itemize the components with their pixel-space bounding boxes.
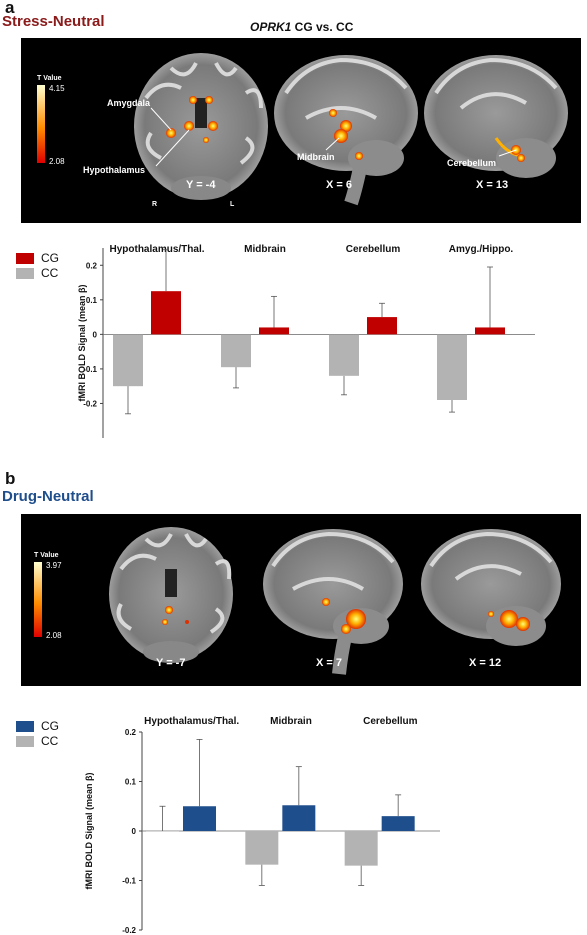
y-tick-label: -0.1 bbox=[83, 365, 97, 374]
chart-a-legend-cg: CG bbox=[16, 251, 59, 265]
y-tick-label: 0.1 bbox=[125, 778, 137, 787]
bar-cc bbox=[245, 831, 279, 865]
colorbar-min: 2.08 bbox=[46, 631, 62, 640]
panel-a-brain-svg: T Value 4.15 2.08 bbox=[37, 53, 568, 208]
coronal-slice-1 bbox=[109, 527, 233, 663]
chart-b: 0.2 0.1 0 -0.1 -0.2 fMRI BOLD Signal (mean β)… bbox=[84, 716, 440, 935]
colorbar-max: 4.15 bbox=[49, 84, 65, 93]
panel-b-letter: b bbox=[5, 469, 16, 488]
bar-cg bbox=[183, 806, 216, 831]
category-label: Hypothalamus/Thal. bbox=[144, 716, 239, 727]
y-tick-label: 0.2 bbox=[125, 728, 137, 737]
bar-cc bbox=[437, 334, 467, 400]
bar-cg bbox=[282, 805, 316, 831]
chart-b-legend-cg-label: CG bbox=[41, 719, 59, 733]
category-label: Midbrain bbox=[244, 244, 286, 255]
annotation-midbrain: Midbrain bbox=[297, 152, 335, 162]
sagittal-slice-2 bbox=[424, 55, 568, 178]
slice-label-2: X = 7 bbox=[316, 657, 342, 669]
annotation-hypothalamus: Hypothalamus bbox=[83, 165, 145, 175]
y-tick-label: -0.2 bbox=[122, 926, 136, 935]
y-tick-label: 0 bbox=[93, 330, 98, 339]
y-tick-label: -0.1 bbox=[122, 877, 136, 886]
category-label: Hypothalamus/Thal. bbox=[109, 244, 204, 255]
bar-cg bbox=[381, 816, 415, 831]
colorbar-max: 3.97 bbox=[46, 561, 62, 570]
bar-cc bbox=[329, 334, 359, 376]
sagittal-slice-2 bbox=[421, 529, 561, 646]
panel-b-condition-title: Drug-Neutral bbox=[2, 488, 94, 505]
sagittal-slice-1 bbox=[263, 529, 403, 675]
bar-cc bbox=[344, 831, 378, 866]
chart-b-legend-cc-swatch bbox=[16, 735, 34, 747]
slice-label-3: X = 12 bbox=[469, 657, 501, 669]
colorbar bbox=[34, 562, 42, 637]
y-tick-label: 0.1 bbox=[86, 296, 98, 305]
bar-cc bbox=[221, 334, 251, 368]
slice-label-1: Y = -4 bbox=[186, 179, 216, 191]
panel-b-brain-svg: T Value 3.97 2.08 bbox=[34, 527, 561, 675]
chart-b-legend-cc-label: CC bbox=[41, 734, 59, 748]
coronal-slice-1 bbox=[134, 53, 268, 200]
colorbar bbox=[37, 85, 45, 163]
bar-cg bbox=[259, 327, 289, 335]
panel-b-brain-images: T Value 3.97 2.08 bbox=[21, 514, 581, 686]
colorbar-min: 2.08 bbox=[49, 157, 65, 166]
colorbar-title: T Value bbox=[34, 552, 59, 559]
bar-cg bbox=[151, 291, 181, 335]
category-label: Cerebellum bbox=[363, 716, 418, 727]
contrast-groups: CG vs. CC bbox=[291, 20, 354, 34]
y-tick-label: 0 bbox=[132, 827, 137, 836]
category-label: Midbrain bbox=[270, 716, 312, 727]
chart-b-legend-cg: CG bbox=[16, 719, 59, 733]
colorbar-title: T Value bbox=[37, 75, 62, 82]
slice-label-2: X = 6 bbox=[326, 179, 352, 191]
panel-a-condition-title: Stress-Neutral bbox=[2, 13, 105, 30]
annotation-amygdala: Amygdala bbox=[107, 98, 151, 108]
chart-b-legend-cc: CC bbox=[16, 734, 58, 748]
bar-cg bbox=[475, 327, 505, 335]
y-axis-label: fMRI BOLD Signal (mean β) bbox=[84, 773, 94, 890]
orientation-left: L bbox=[230, 201, 235, 208]
y-axis-label: fMRI BOLD Signal (mean β) bbox=[77, 285, 87, 402]
chart-a-legend-cg-swatch bbox=[16, 252, 34, 264]
y-tick-label: -0.2 bbox=[83, 399, 97, 408]
annotation-cerebellum: Cerebellum bbox=[447, 158, 496, 168]
chart-b-legend-cg-swatch bbox=[16, 720, 34, 732]
panel-a-letter: a bbox=[5, 0, 15, 17]
panel-a-contrast-title: OPRK1 CG vs. CC bbox=[250, 20, 353, 34]
y-tick-label: 0.2 bbox=[86, 261, 98, 270]
chart-a-legend-cg-label: CG bbox=[41, 251, 59, 265]
slice-label-1: Y = -7 bbox=[156, 657, 185, 669]
chart-a-legend-cc-swatch bbox=[16, 267, 34, 279]
slice-label-3: X = 13 bbox=[476, 179, 508, 191]
bar-cc bbox=[146, 831, 179, 832]
panel-a-brain-images: T Value 4.15 2.08 bbox=[21, 38, 581, 223]
category-label: Amyg./Hippo. bbox=[449, 244, 514, 255]
chart-a-legend-cc: CC bbox=[16, 266, 58, 280]
contrast-gene: OPRK1 bbox=[250, 20, 292, 34]
orientation-right: R bbox=[152, 201, 157, 208]
bar-cc bbox=[113, 334, 143, 387]
chart-a-legend-cc-label: CC bbox=[41, 266, 59, 280]
bar-cg bbox=[367, 317, 397, 335]
category-label: Cerebellum bbox=[346, 244, 401, 255]
sagittal-slice-1 bbox=[274, 55, 418, 206]
